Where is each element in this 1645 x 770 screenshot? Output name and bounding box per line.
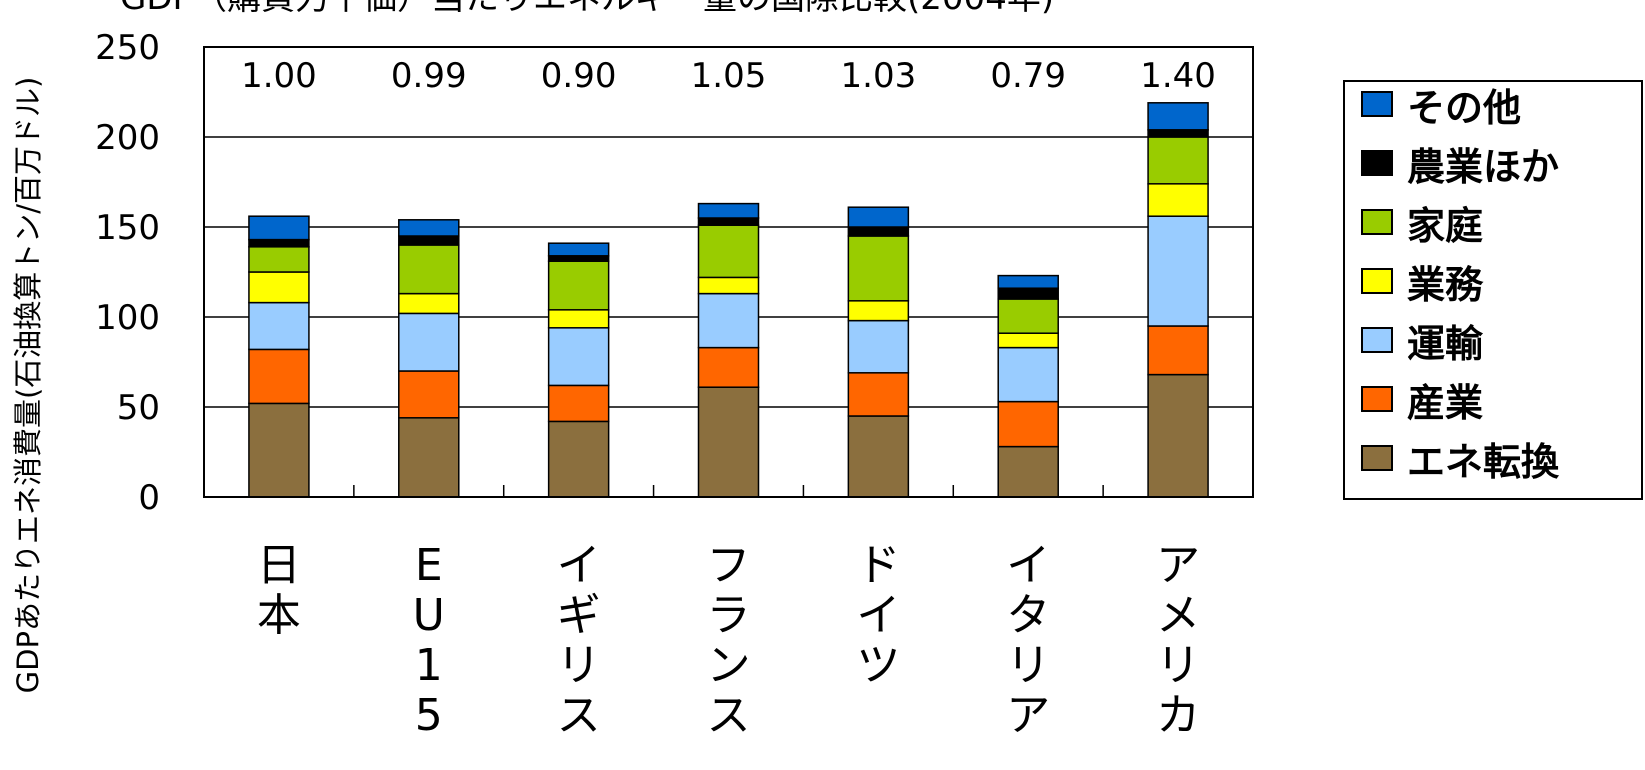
x-tick-label: イギリス [557,540,601,741]
bar-segment [697,217,760,226]
bar-segment [547,260,610,311]
y-tick-label: 200 [95,118,160,158]
legend-swatch [1361,386,1393,412]
bar-segment [1147,102,1209,131]
bar-top-label: 1.05 [691,56,767,96]
bar-segment [398,244,460,295]
bar-segment [398,292,460,315]
bar-segment [398,312,460,372]
bar-segment [398,235,460,246]
bar-segment [997,274,1059,289]
bar-segment [997,445,1059,498]
bar-segment [248,215,310,241]
bar-top-label: 1.03 [841,56,917,96]
legend-swatch [1361,445,1393,471]
bar-segment [1147,373,1209,498]
x-tick-label: フランス [707,540,751,741]
bar-segment [547,242,610,257]
bar-segment [248,246,310,273]
legend-label: 業務 [1407,262,1484,307]
legend-label: 家庭 [1407,203,1484,248]
chart-title: GDP（購買力平価）当たりエネルギー量の国際比較(2004年) [120,0,1420,18]
x-tick-label: アメリカ [1156,540,1200,741]
bar-segment [248,402,310,498]
legend-label: 運輸 [1407,321,1484,366]
legend-label: その他 [1407,85,1522,130]
legend-item: エネ転換 [1361,438,1559,484]
bar-segment [398,219,460,237]
bar-top-label: 0.99 [391,56,467,96]
legend-item: 産業 [1361,379,1483,425]
bar-top-label: 1.40 [1140,56,1216,96]
bar-segment [997,287,1059,300]
legend-item: 家庭 [1361,202,1483,248]
bar-segment [847,415,910,498]
bar-segment [697,292,760,349]
bar-segment [847,300,910,322]
bar-segment [847,319,910,374]
x-tick-label: ドイツ [856,540,900,691]
bar-segment [997,298,1059,334]
bar-segment [697,202,760,219]
bar-segment [547,327,610,387]
bar-segment [248,271,310,304]
bar-segment [248,238,310,248]
bar-segment [1147,136,1209,185]
bar-segment [248,301,310,351]
bar-segment [547,309,610,329]
legend-swatch [1361,209,1393,235]
bar-segment [697,224,760,279]
bar-segment [997,400,1059,448]
legend-label: 農業ほか [1407,144,1560,189]
legend-label: 産業 [1407,380,1484,425]
bar-segment [1147,129,1209,138]
bar-segment [547,384,610,423]
bar-segment [997,332,1059,349]
bar-segment [547,420,610,498]
x-tick-label: イタリア [1006,540,1050,741]
bar-segment [248,348,310,405]
legend-item: その他 [1361,84,1521,130]
bar-segment [847,206,910,228]
legend-label: エネ転換 [1407,439,1560,484]
bar-segment [847,372,910,417]
bar-segment [398,417,460,498]
legend-item: 業務 [1361,261,1483,307]
bar-segment [697,386,760,498]
y-tick-label: 250 [95,28,160,68]
bar-segment [398,370,460,419]
legend-swatch [1361,327,1393,353]
legend-item: 農業ほか [1361,143,1559,189]
y-tick-label: 150 [95,208,160,248]
y-tick-label: 100 [95,298,160,338]
y-tick-label: 0 [138,478,160,518]
legend-swatch [1361,150,1393,176]
bar-segment [847,235,910,302]
bar-segment [547,255,610,262]
bar-segment [997,346,1059,403]
bar-top-label: 1.00 [241,56,317,96]
legend-swatch [1361,91,1393,117]
bar-segment [697,276,760,295]
bar-segment [1147,325,1209,376]
bar-segment [847,226,910,237]
y-tick-label: 50 [117,388,160,428]
bar-top-label: 0.90 [541,56,617,96]
legend: その他農業ほか家庭業務運輸産業エネ転換 [1343,80,1643,500]
bar-segment [1147,215,1209,327]
bar-top-label: 0.79 [990,56,1066,96]
x-tick-label: 日本 [257,540,301,641]
legend-item: 運輸 [1361,320,1483,366]
bar-segment [697,346,760,388]
bar-segment [1147,183,1209,217]
plot-border [203,46,1254,498]
legend-swatch [1361,268,1393,294]
